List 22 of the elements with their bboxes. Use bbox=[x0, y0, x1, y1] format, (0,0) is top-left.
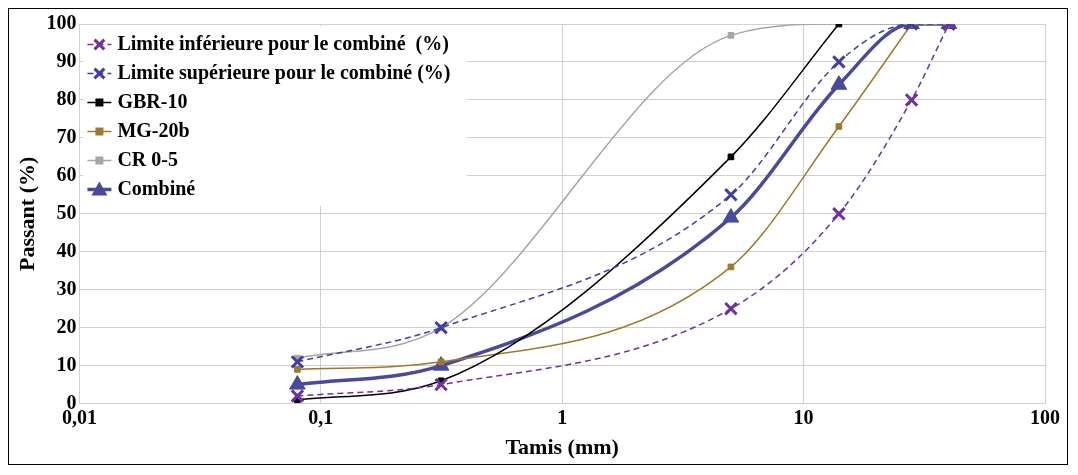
legend-label: MG-20b bbox=[117, 118, 190, 141]
x-tick-label: 100 bbox=[1030, 405, 1060, 428]
y-tick-label: 10 bbox=[56, 352, 77, 375]
y-tick-label: 90 bbox=[56, 49, 77, 72]
y-axis-title: Passant (%) bbox=[13, 156, 39, 271]
legend-label: GBR-10 bbox=[117, 89, 188, 112]
legend-label: Combiné bbox=[117, 176, 196, 199]
legend-label: Limite inférieure pour le combiné (%) bbox=[117, 31, 449, 55]
x-axis-title: Tamis (mm) bbox=[505, 434, 619, 460]
legend-label: CR 0-5 bbox=[117, 147, 178, 170]
y-tick-label: 40 bbox=[56, 238, 77, 261]
x-tick-label: 1 bbox=[557, 405, 568, 428]
y-tick-label: 20 bbox=[56, 314, 77, 337]
y-tick-label: 70 bbox=[56, 125, 77, 148]
y-tick-label: 80 bbox=[56, 87, 77, 110]
x-tick-label: 0,1 bbox=[308, 405, 334, 428]
legend-label: Limite supérieure pour le combiné (%) bbox=[117, 60, 451, 84]
y-tick-label: 100 bbox=[46, 11, 77, 34]
y-tick-label: 60 bbox=[56, 163, 77, 186]
y-tick-label: 50 bbox=[56, 200, 77, 223]
x-tick-label: 10 bbox=[793, 405, 814, 428]
y-tick-label: 30 bbox=[56, 276, 77, 299]
